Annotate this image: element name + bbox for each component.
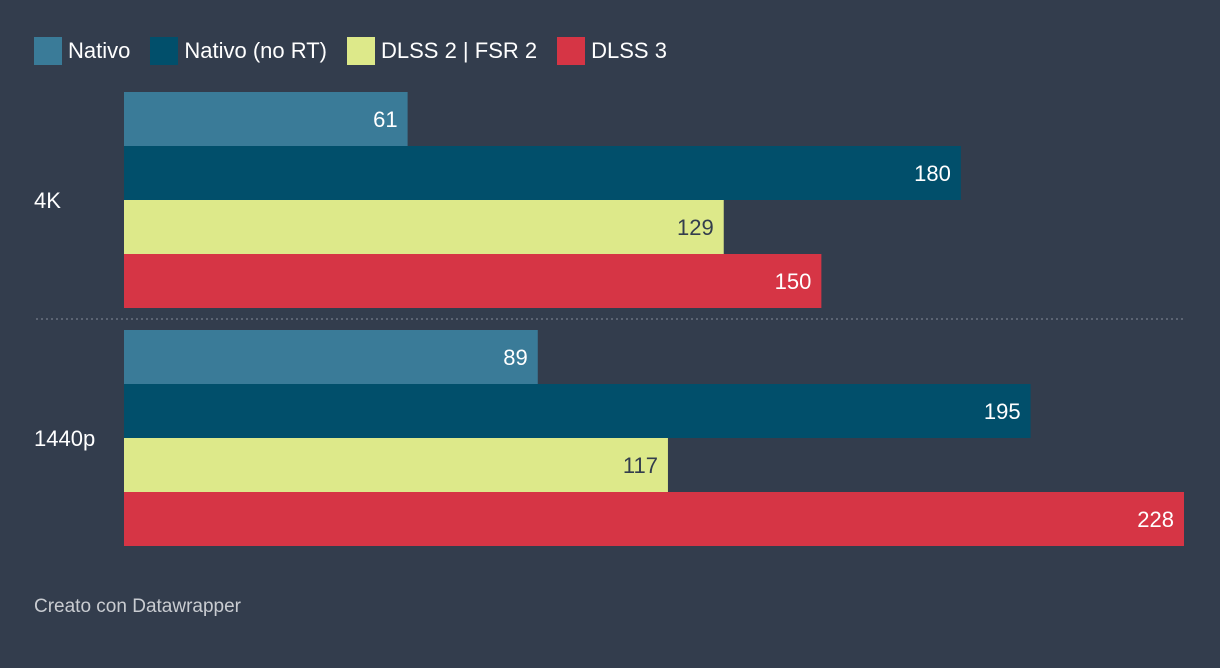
bar-value-label: 195	[984, 399, 1021, 424]
bar-value-label: 129	[677, 215, 714, 240]
bar	[124, 92, 408, 146]
legend-swatch	[347, 37, 375, 65]
bar	[124, 254, 822, 308]
bar-value-label: 117	[623, 453, 658, 478]
chart-legend: Nativo Nativo (no RT) DLSS 2 | FSR 2 DLSS 3	[34, 36, 687, 66]
bar-value-label: 228	[1137, 507, 1174, 532]
bar	[124, 330, 538, 384]
bar-value-label: 61	[373, 107, 397, 132]
legend-item: DLSS 2 | FSR 2	[347, 37, 537, 65]
legend-label: DLSS 2 | FSR 2	[381, 38, 538, 63]
bar-value-label: 180	[914, 161, 951, 186]
bar	[124, 146, 961, 200]
bar	[124, 492, 1184, 546]
legend-swatch	[150, 37, 179, 65]
legend-item: Nativo	[34, 37, 130, 65]
footer-credit: Creato con Datawrapper	[34, 596, 241, 617]
legend-swatch	[557, 37, 586, 65]
legend-item: DLSS 3	[557, 37, 667, 65]
legend-label: DLSS 3	[591, 38, 667, 63]
bar-value-label: 89	[503, 345, 527, 370]
bar	[124, 438, 668, 492]
legend-swatch	[34, 37, 62, 65]
category-label: 1440p	[34, 426, 95, 451]
bar	[124, 384, 1031, 438]
category-label: 4K	[34, 188, 61, 213]
legend-label: Nativo	[68, 38, 131, 63]
legend-label: Nativo (no RT)	[184, 38, 327, 63]
legend-item: Nativo (no RT)	[150, 37, 327, 65]
bar-value-label: 150	[775, 269, 812, 294]
bar	[124, 200, 724, 254]
